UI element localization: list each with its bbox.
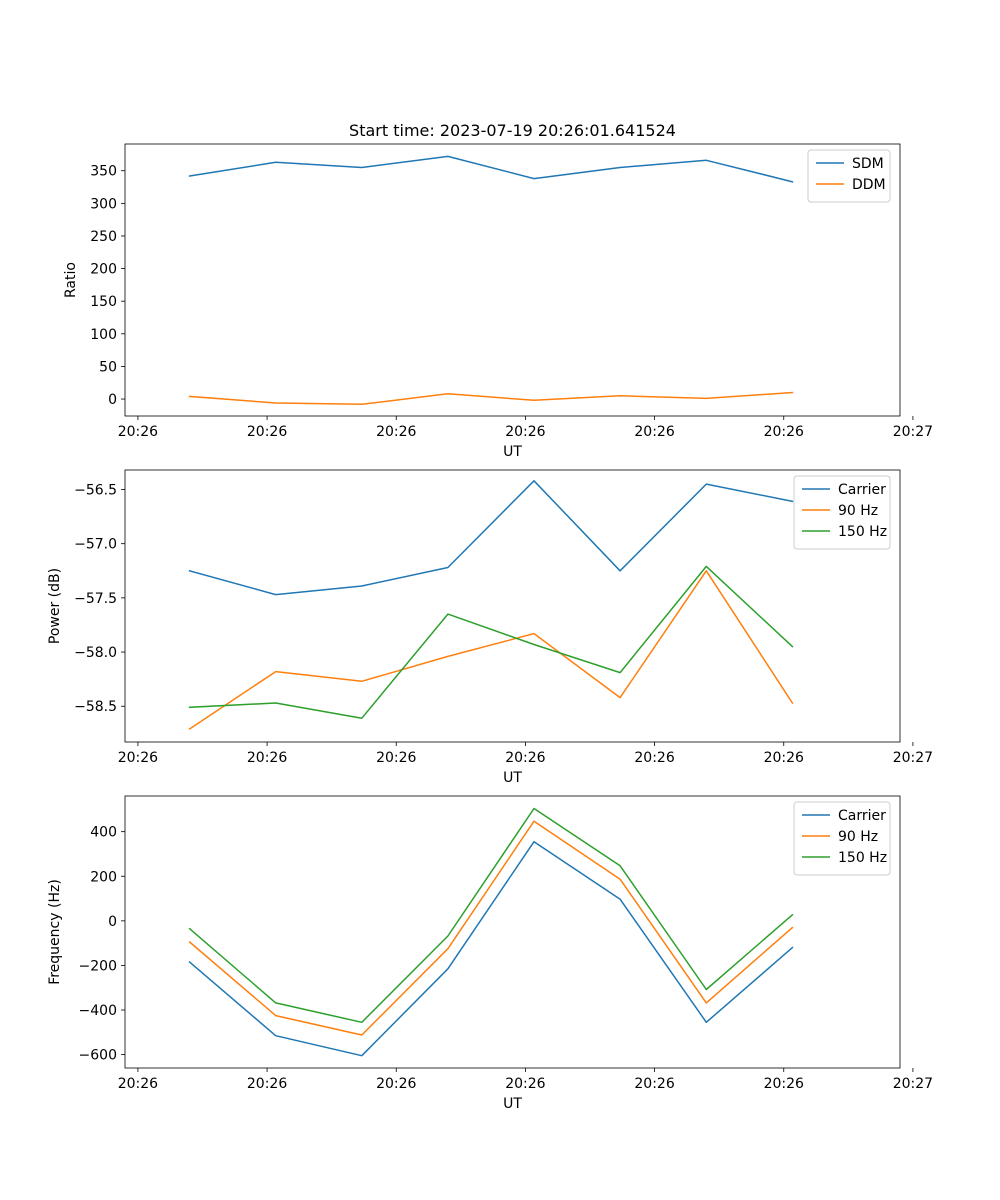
x-tick-label: 20:26 <box>764 750 804 766</box>
legend-label: 90 Hz <box>838 503 878 519</box>
subplot-1: 20:26 20:26 20:26 20:26 20:26 20:26 20:27 0 50 10… <box>63 121 933 460</box>
y-axis-label: Power (dB) <box>47 568 63 644</box>
x-tick-label: 20:26 <box>376 750 416 766</box>
series-line-ddm <box>188 391 794 406</box>
x-tick-label: 20:26 <box>505 750 545 766</box>
x-tick-label: 20:26 <box>247 424 287 440</box>
x-axis-label: UT <box>503 770 522 786</box>
y-tick-label: 350 <box>90 164 117 180</box>
y-tick-label: 400 <box>90 825 117 841</box>
x-tick-label: 20:26 <box>634 1076 674 1092</box>
legend: Carrier 90 Hz 150 Hz <box>793 475 891 550</box>
x-tick-label: 20:27 <box>893 750 933 766</box>
legend-label: DDM <box>852 177 886 193</box>
legend-label: 150 Hz <box>838 524 887 540</box>
y-tick-label: −400 <box>79 1003 117 1019</box>
y-tick-label: 100 <box>90 327 117 343</box>
legend-label: 150 Hz <box>838 850 887 866</box>
x-tick-label: 20:27 <box>893 424 933 440</box>
y-tick-label: 150 <box>90 294 117 310</box>
legend-label: Carrier <box>838 808 886 824</box>
y-axis-label: Frequency (Hz) <box>47 879 63 985</box>
subplot-2: 20:26 20:26 20:26 20:26 20:26 20:26 20:27 −56.5… <box>47 469 933 786</box>
x-tick-label: 20:27 <box>893 1076 933 1092</box>
y-tick-label: −56.5 <box>74 483 117 499</box>
y-tick-label: −58.0 <box>74 645 117 661</box>
y-tick-label: −58.5 <box>74 699 117 715</box>
x-axis-label: UT <box>503 444 522 460</box>
axes-frame <box>124 143 901 417</box>
x-tick-label: 20:26 <box>634 750 674 766</box>
y-tick-label: 0 <box>108 914 117 930</box>
y-tick-label: 200 <box>90 869 117 885</box>
y-tick-label: −57.0 <box>74 537 117 553</box>
series-line-carrier <box>188 480 794 596</box>
chart-title: Start time: 2023-07-19 20:26:01.641524 <box>349 121 676 140</box>
series-line-sdm <box>188 155 794 183</box>
legend-label: Carrier <box>838 482 886 498</box>
subplot-3: 20:26 20:26 20:26 20:26 20:26 20:26 20:27 400 20… <box>47 795 933 1112</box>
y-axis-label: Ratio <box>63 262 79 298</box>
x-tick-label: 20:26 <box>764 1076 804 1092</box>
axes-frame <box>124 795 901 1069</box>
x-tick-label: 20:26 <box>376 1076 416 1092</box>
x-tick-label: 20:26 <box>118 750 158 766</box>
y-tick-label: 0 <box>108 392 117 408</box>
x-tick-label: 20:26 <box>247 750 287 766</box>
x-tick-label: 20:26 <box>505 424 545 440</box>
y-tick-label: −600 <box>79 1048 117 1064</box>
legend: Carrier 90 Hz 150 Hz <box>793 801 891 876</box>
x-tick-label: 20:26 <box>118 1076 158 1092</box>
x-tick-label: 20:26 <box>118 424 158 440</box>
x-tick-label: 20:26 <box>764 424 804 440</box>
series-line-90-hz <box>188 820 794 1036</box>
x-axis-label: UT <box>503 1096 522 1112</box>
y-tick-label: −57.5 <box>74 591 117 607</box>
x-tick-label: 20:26 <box>376 424 416 440</box>
y-tick-label: 200 <box>90 262 117 278</box>
legend-label: 90 Hz <box>838 829 878 845</box>
x-tick-label: 20:26 <box>505 1076 545 1092</box>
subplots: 20:26 20:26 20:26 20:26 20:26 20:26 20:27 0 50 10… <box>47 121 933 1112</box>
series-line-90-hz <box>188 570 794 731</box>
y-tick-label: 50 <box>99 359 117 375</box>
y-tick-label: 300 <box>90 196 117 212</box>
x-tick-label: 20:26 <box>634 424 674 440</box>
series-line-150-hz <box>188 565 794 719</box>
series-line-150-hz <box>188 807 794 1024</box>
legend: SDM DDM <box>807 149 891 203</box>
x-tick-label: 20:26 <box>247 1076 287 1092</box>
y-tick-label: 250 <box>90 229 117 245</box>
axes-frame <box>124 469 901 743</box>
y-tick-label: −200 <box>79 958 117 974</box>
legend-label: SDM <box>852 156 884 172</box>
series-line-carrier <box>188 840 794 1057</box>
